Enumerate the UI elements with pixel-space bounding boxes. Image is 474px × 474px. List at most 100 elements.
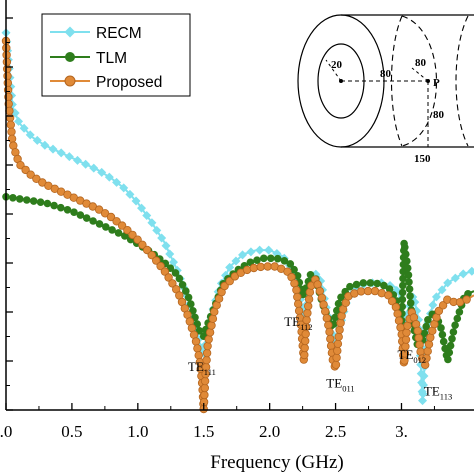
marker-proposed [256, 262, 265, 272]
marker-recm [72, 155, 82, 165]
marker-proposed [200, 383, 209, 393]
marker-recm [137, 203, 147, 213]
marker-proposed [160, 267, 170, 276]
marker-proposed [142, 245, 152, 255]
marker-proposed [205, 328, 215, 337]
marker-tlm [70, 208, 78, 216]
marker-tlm [449, 328, 458, 336]
marker-proposed [207, 321, 216, 330]
marker-tlm [405, 285, 414, 293]
marker-proposed [363, 286, 373, 296]
marker-tlm [445, 348, 454, 357]
marker-recm [147, 218, 157, 228]
marker-proposed [6, 120, 15, 129]
marker-tlm [352, 280, 361, 289]
marker-tlm [182, 287, 190, 295]
marker-recm [165, 249, 175, 259]
marker-recm [428, 300, 438, 310]
marker-recm [419, 371, 429, 381]
legend: RECM TLM Proposed [41, 13, 191, 97]
marker-recm [255, 245, 265, 255]
marker-tlm [405, 278, 413, 286]
marker-tlm [267, 254, 275, 263]
mode-label-te012: TE012 [398, 347, 427, 365]
legend-marker-proposed [64, 75, 76, 87]
marker-tlm [385, 285, 394, 293]
marker-tlm [403, 264, 412, 272]
marker-recm [169, 257, 179, 267]
marker-recm [40, 140, 50, 150]
mode-label-te112: TE112 [284, 314, 312, 332]
marker-proposed [321, 307, 330, 316]
marker-recm [89, 163, 99, 173]
marker-tlm [333, 306, 341, 315]
x-tick-label: .0 [0, 422, 12, 441]
marker-proposed [200, 376, 210, 386]
marker-proposed [138, 240, 147, 249]
marker-recm [418, 389, 428, 399]
marker-proposed [336, 318, 345, 328]
marker-proposed [333, 339, 343, 348]
x-tick-label: 3. [395, 422, 408, 441]
marker-proposed [413, 326, 422, 336]
marker-proposed [319, 300, 328, 309]
marker-recm [64, 152, 74, 162]
marker-tlm [406, 299, 415, 307]
marker-tlm [102, 223, 110, 231]
marker-recm [443, 278, 453, 288]
marker-recm [418, 380, 428, 390]
marker-proposed [32, 174, 41, 183]
marker-proposed [293, 292, 302, 302]
marker-proposed [317, 293, 327, 302]
inset-label-axial: 80 [380, 68, 392, 80]
marker-proposed [335, 325, 344, 335]
marker-tlm [359, 279, 368, 287]
marker-tlm [406, 292, 414, 300]
marker-proposed [337, 311, 346, 321]
marker-proposed [203, 341, 212, 351]
x-tick-label: 1.0 [127, 422, 148, 441]
marker-proposed [156, 261, 165, 271]
marker-tlm [43, 199, 52, 208]
marker-tlm [337, 293, 345, 302]
marker-recm [104, 172, 114, 182]
marker-proposed [7, 127, 16, 136]
legend-marker-recm [64, 26, 76, 38]
marker-tlm [398, 288, 407, 297]
marker-proposed [356, 287, 366, 296]
marker-recm [119, 183, 129, 193]
inset-label-offset: 80 [415, 57, 427, 69]
marker-tlm [178, 281, 187, 289]
marker-tlm [398, 302, 407, 311]
marker-tlm [403, 257, 411, 265]
x-tick-label: 1.5 [193, 422, 214, 441]
marker-tlm [448, 335, 456, 343]
marker-recm [19, 123, 29, 133]
marker-proposed [193, 344, 202, 353]
marker-proposed [301, 336, 310, 346]
marker-proposed [303, 308, 312, 318]
marker-proposed [123, 225, 132, 235]
marker-recm [450, 273, 460, 283]
inset-dashed-arc-2 [390, 15, 403, 147]
legend-label-tlm: TLM [96, 50, 127, 67]
marker-tlm [453, 314, 462, 323]
marker-proposed [26, 170, 35, 179]
marker-tlm [280, 257, 289, 265]
marker-tlm [399, 274, 407, 283]
legend-item-recm: RECM [50, 25, 142, 42]
marker-proposed [208, 314, 218, 323]
marker-proposed [326, 334, 335, 344]
marker-proposed [322, 314, 331, 323]
marker-proposed [3, 78, 12, 88]
marker-proposed [117, 221, 127, 230]
marker-proposed [202, 355, 211, 365]
marker-recm [458, 269, 468, 279]
marker-tlm [57, 203, 65, 212]
marker-tlm [273, 254, 282, 263]
marker-proposed [324, 320, 333, 330]
legend-item-tlm: TLM [50, 50, 127, 67]
marker-proposed [304, 301, 313, 311]
